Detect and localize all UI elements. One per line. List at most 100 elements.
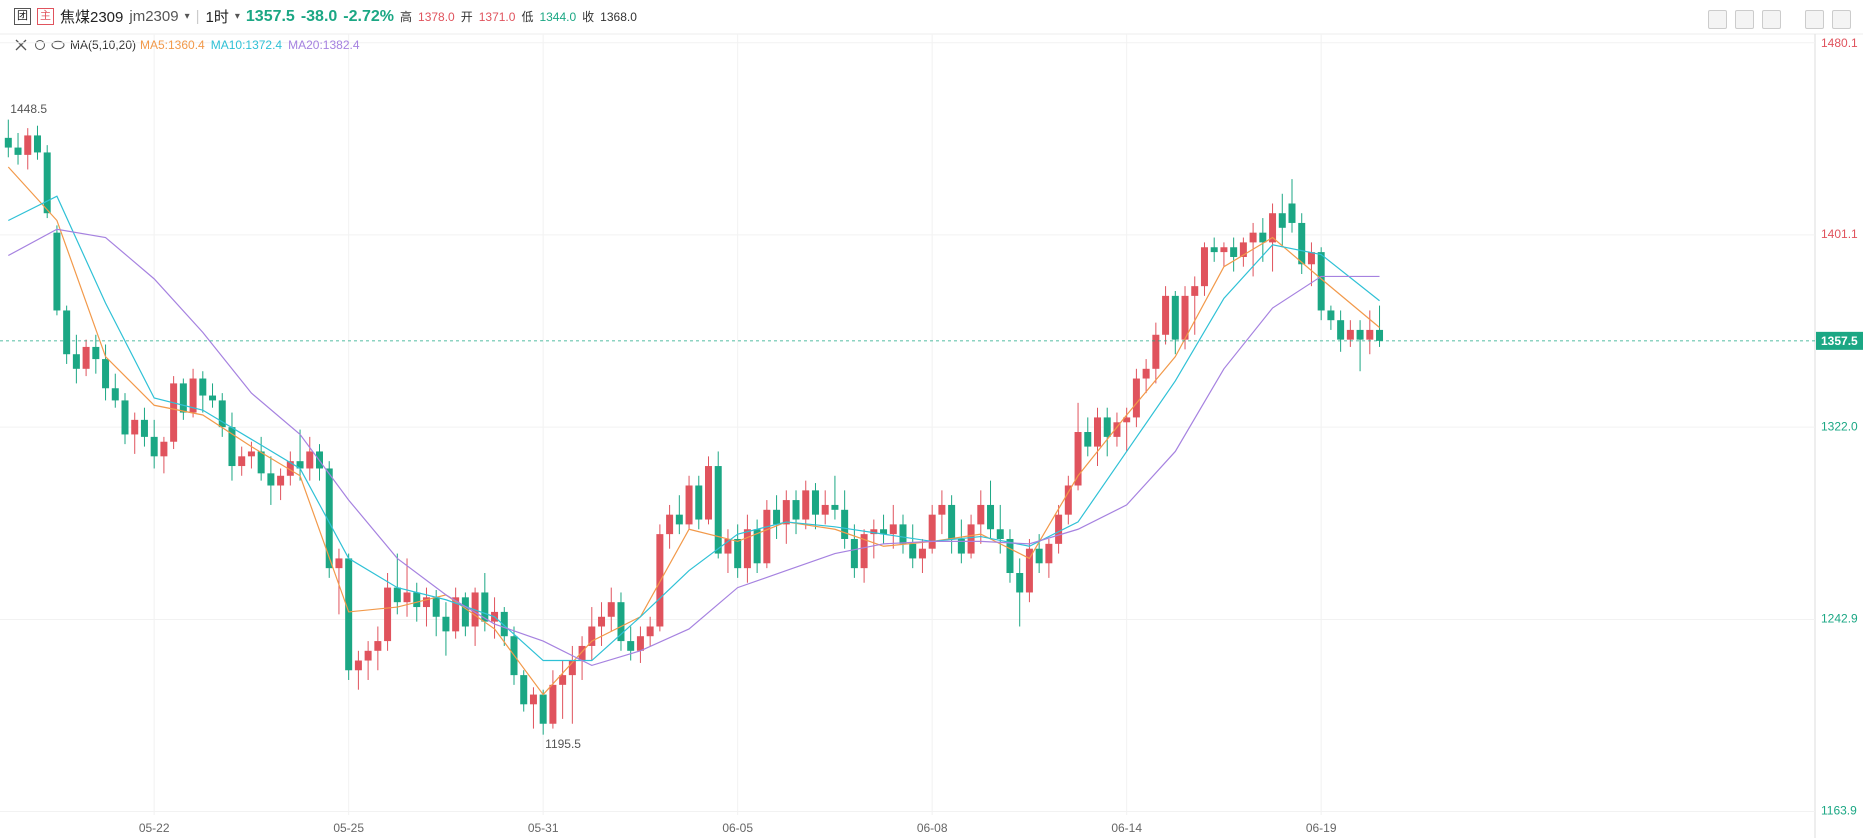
- candle-body: [1239, 242, 1247, 257]
- x-tick-label: 06-08: [917, 821, 948, 835]
- y-tick-label: 1163.9: [1821, 804, 1857, 818]
- candle-body: [598, 616, 606, 627]
- candle-body: [1259, 232, 1267, 243]
- candle-body: [33, 135, 41, 153]
- badge[interactable]: 主: [37, 8, 54, 25]
- header: 团 主 焦煤2309 jm2309 ▾ | 1时 ▾ 1357.5 -38.0 -2…: [14, 6, 637, 27]
- candle-body: [782, 500, 790, 525]
- candle-body: [345, 558, 353, 671]
- x-tick-label: 05-25: [333, 821, 364, 835]
- last-price-tag: [1816, 331, 1863, 350]
- tool-button[interactable]: [1805, 10, 1824, 29]
- candle-body: [627, 641, 635, 651]
- candle-body: [92, 346, 100, 360]
- stat-label: 收: [582, 10, 595, 24]
- candle-body: [24, 135, 32, 155]
- eye-icon[interactable]: [51, 40, 65, 50]
- legend-entry: MA5:1360.4: [140, 38, 205, 52]
- last-price-label: 1357.5: [1821, 334, 1858, 348]
- candle-body: [393, 587, 401, 603]
- candle-body: [685, 485, 693, 525]
- candle-body: [403, 592, 411, 603]
- high-annotation: 1448.5: [10, 102, 47, 116]
- candle-body: [374, 641, 382, 651]
- tool-button[interactable]: [1735, 10, 1754, 29]
- candle-body: [1123, 417, 1131, 423]
- candle-body: [607, 602, 615, 617]
- candle-body: [413, 592, 421, 608]
- candle-body: [1181, 295, 1189, 340]
- period[interactable]: 1时: [205, 9, 229, 26]
- candle-body: [909, 543, 917, 559]
- close-icon[interactable]: [15, 39, 27, 51]
- y-tick-label: 1242.9: [1821, 612, 1858, 626]
- candle-body: [1210, 247, 1218, 253]
- legend-entry: MA20:1382.4: [288, 38, 360, 52]
- stat-value: 1371.0: [478, 9, 516, 24]
- candle-body: [996, 529, 1004, 539]
- ma-line: [7, 166, 1380, 696]
- candle-body: [1269, 213, 1277, 243]
- candle-body: [170, 383, 178, 442]
- candle-body: [179, 383, 187, 413]
- candle-body: [734, 538, 742, 569]
- candle-body: [1317, 252, 1325, 311]
- candle-body: [209, 395, 217, 401]
- candle-body: [1152, 334, 1160, 369]
- candle-body: [43, 152, 51, 214]
- x-tick-label: 05-22: [139, 821, 170, 835]
- candle-body: [588, 626, 596, 646]
- candle-body: [870, 529, 878, 535]
- change: -38.0: [300, 7, 338, 25]
- candle-body: [821, 504, 829, 515]
- candle-body: [549, 684, 557, 724]
- stat-value: 1344.0: [539, 9, 577, 24]
- candle-body: [1045, 543, 1053, 564]
- candle-body: [880, 529, 888, 535]
- x-tick-label: 06-14: [1111, 821, 1142, 835]
- stat-label: 高: [400, 10, 413, 24]
- candle-body: [296, 461, 304, 469]
- candle-body: [1142, 368, 1150, 379]
- y-tick-label: 1322.0: [1821, 419, 1858, 433]
- y-tick-label: 1401.1: [1821, 227, 1858, 241]
- candle-body: [831, 504, 839, 510]
- candle-body: [773, 509, 781, 525]
- candle-body: [461, 597, 469, 627]
- badge[interactable]: 团: [14, 8, 31, 25]
- candle-body: [529, 694, 537, 705]
- candle-body: [1220, 247, 1228, 253]
- candle-body: [442, 616, 450, 632]
- settings-icon[interactable]: [35, 40, 45, 50]
- change-pct: -2.72%: [343, 7, 394, 25]
- tool-button[interactable]: [1832, 10, 1851, 29]
- candle-body: [977, 504, 985, 525]
- candle-body: [325, 468, 333, 569]
- candle-body: [1016, 573, 1024, 593]
- candle-body: [189, 378, 197, 413]
- candle-body: [578, 645, 586, 661]
- candle-body: [199, 378, 207, 396]
- candle-body: [63, 310, 71, 355]
- contract-name: 焦煤2309: [60, 9, 124, 26]
- tool-button[interactable]: [1708, 10, 1727, 29]
- candle-body: [899, 524, 907, 544]
- candle-body: [714, 466, 722, 554]
- tool-button[interactable]: [1762, 10, 1781, 29]
- candle-body: [792, 500, 800, 520]
- candle-body: [705, 466, 712, 520]
- candle-body: [131, 419, 139, 435]
- toolbar: [1708, 10, 1851, 29]
- candle-body: [1064, 485, 1072, 515]
- candle-body: [1006, 538, 1014, 574]
- contract-code[interactable]: jm2309: [129, 8, 179, 25]
- candle-body: [1356, 329, 1364, 340]
- candle-body: [422, 597, 430, 608]
- candle-body: [53, 232, 61, 311]
- candle-body: [1249, 232, 1257, 243]
- stat-label: 低: [521, 10, 534, 24]
- candle-body: [1298, 222, 1306, 265]
- candle-body: [967, 524, 975, 554]
